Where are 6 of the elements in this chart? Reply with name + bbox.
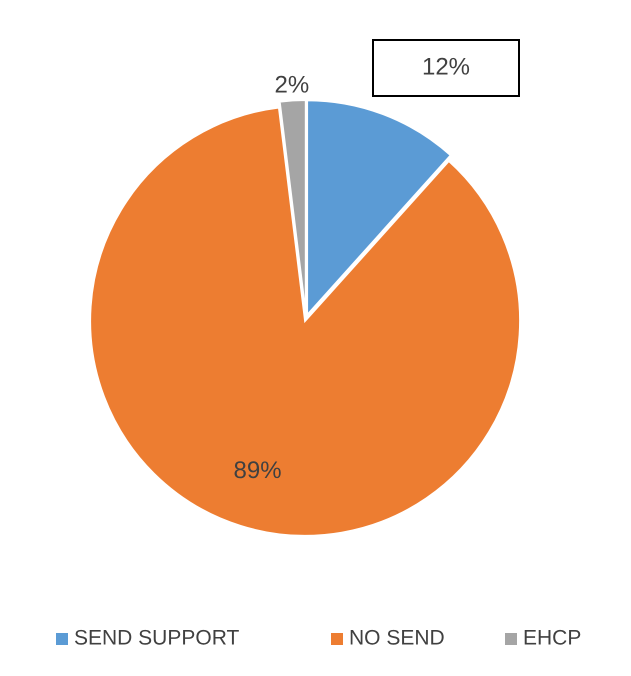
data-label: 89% bbox=[234, 457, 282, 484]
data-label: 12% bbox=[422, 53, 470, 80]
legend-label: NO SEND bbox=[349, 626, 445, 650]
legend-label: EHCP bbox=[523, 626, 582, 650]
legend-label: SEND SUPPORT bbox=[74, 626, 240, 650]
data-label: 2% bbox=[274, 72, 310, 99]
